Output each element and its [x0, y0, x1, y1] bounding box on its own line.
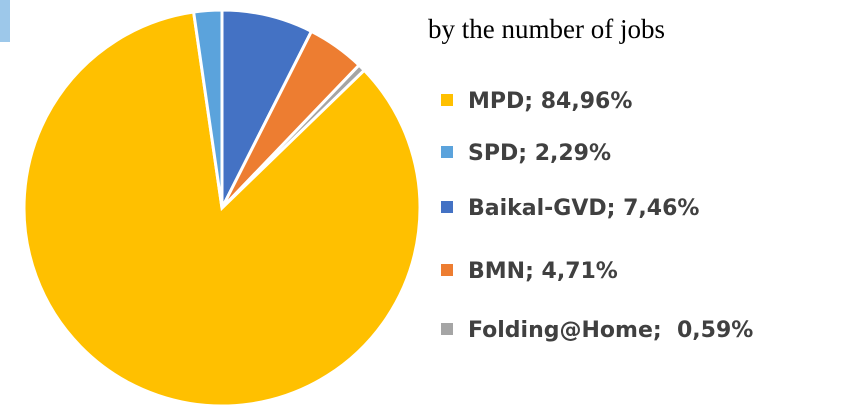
legend-label: MPD; 84,96% — [468, 89, 632, 114]
legend-swatch — [441, 146, 453, 158]
edge-fragment — [0, 0, 10, 42]
chart-title: by the number of jobs — [428, 14, 665, 44]
legend-swatch — [441, 264, 453, 276]
pie-slice — [22, 10, 422, 407]
legend-swatch — [441, 201, 453, 213]
legend-label: SPD; 2,29% — [468, 141, 611, 166]
legend-label: Baikal-GVD; 7,46% — [468, 196, 699, 221]
legend-swatch — [441, 94, 453, 106]
pie-slice — [191, 8, 224, 209]
legend-swatch — [441, 323, 453, 335]
legend-label: Folding@Home; 0,59% — [468, 318, 753, 343]
legend-label: BMN; 4,71% — [468, 259, 618, 284]
